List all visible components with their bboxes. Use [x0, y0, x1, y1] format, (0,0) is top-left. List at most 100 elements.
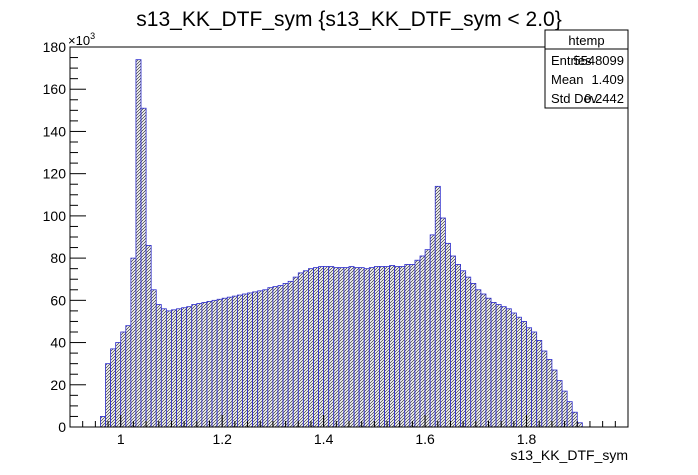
- histogram-bar: [100, 416, 106, 428]
- histogram-bar: [521, 321, 527, 428]
- stats-box: htemp Entries 5548099 Mean 1.409 Std Dev…: [544, 29, 629, 109]
- y-multiplier-base: ×10: [68, 33, 90, 48]
- histogram-bar: [576, 422, 583, 428]
- histogram-bar: [125, 325, 132, 428]
- histogram-bar: [368, 267, 375, 428]
- histogram-bar: [394, 266, 401, 428]
- histogram-bar: [516, 316, 522, 428]
- histogram-bar: [140, 107, 147, 428]
- x-tick-label: 1.2: [212, 431, 232, 447]
- histogram-bar: [130, 257, 137, 428]
- histogram-bar: [343, 267, 350, 428]
- histogram-bar: [231, 295, 238, 428]
- histogram-bar: [363, 268, 370, 428]
- histogram-bar: [500, 306, 507, 428]
- histogram-bar: [191, 304, 198, 428]
- histogram-bar: [551, 369, 558, 428]
- histogram-bar: [247, 292, 254, 428]
- histogram-bar: [155, 304, 162, 428]
- histogram-bar: [490, 302, 497, 428]
- histogram-bar: [313, 267, 319, 428]
- histogram-bar: [110, 348, 117, 428]
- y-tick-label: 60: [50, 292, 66, 308]
- histogram-bar: [571, 411, 578, 428]
- x-tick-label: 1.8: [517, 431, 537, 447]
- histogram-bar: [135, 59, 142, 428]
- histogram-bar: [201, 302, 208, 428]
- histogram-bar: [384, 266, 390, 428]
- x-tick-label: 1: [117, 431, 125, 447]
- histogram-bar: [536, 340, 543, 428]
- histogram-bar: [455, 264, 462, 428]
- histogram-bar: [338, 267, 345, 428]
- histogram-bar: [358, 267, 365, 428]
- histogram-bar: [252, 291, 259, 428]
- histogram-bar: [460, 270, 467, 428]
- histogram-bar: [556, 380, 563, 428]
- histogram-bars: [100, 59, 583, 428]
- y-tick-label: 20: [50, 377, 66, 393]
- histogram-bar: [297, 272, 304, 428]
- histogram-bar: [262, 289, 269, 428]
- histogram-bar: [434, 185, 441, 428]
- histogram-bar: [176, 308, 182, 428]
- stats-stddev-label: Std Dev: [551, 91, 598, 106]
- histogram-bar: [287, 280, 294, 428]
- y-tick-label: 180: [43, 39, 67, 55]
- chart-title: s13_KK_DTF_sym {s13_KK_DTF_sym < 2.0}: [136, 8, 561, 31]
- histogram-bar: [186, 306, 193, 428]
- histogram-bar: [318, 266, 325, 428]
- x-axis-label: s13_KK_DTF_sym: [511, 447, 628, 463]
- histogram-bar: [470, 283, 477, 428]
- histogram-bar: [272, 286, 279, 428]
- histogram-bar: [526, 327, 533, 428]
- stats-mean-value: 1.409: [591, 72, 624, 87]
- histogram-bar: [226, 296, 233, 428]
- x-axis: 1 1.2 1.4 1.6 1.8: [69, 415, 629, 447]
- histogram-bar: [373, 266, 380, 428]
- histogram-bar: [531, 331, 538, 428]
- histogram-bar: [216, 298, 223, 428]
- histogram-bar: [165, 310, 172, 428]
- histogram-bar: [328, 266, 335, 428]
- histogram-bar: [242, 293, 248, 428]
- histogram-bar: [404, 264, 411, 428]
- y-tick-label: 80: [50, 250, 66, 266]
- histogram-bar: [150, 289, 157, 428]
- histogram-bar: [348, 266, 355, 428]
- histogram-bar: [292, 276, 299, 428]
- x-tick-label: 1.4: [314, 431, 334, 447]
- histogram-bar: [480, 293, 487, 428]
- stats-stddev-value: 0.2442: [584, 91, 624, 106]
- histogram-bar: [450, 255, 456, 428]
- histogram-bar: [181, 307, 188, 428]
- histogram-bar: [353, 267, 360, 428]
- histogram-bar: [475, 289, 482, 428]
- histogram-bar: [257, 290, 264, 428]
- histogram-bar: [414, 259, 421, 428]
- histogram-bar: [379, 266, 385, 428]
- histogram-bar: [302, 270, 309, 428]
- histogram-bar: [485, 297, 492, 428]
- histogram-bar: [120, 331, 127, 428]
- histogram-bar: [115, 342, 122, 428]
- histogram-bar: [424, 249, 431, 428]
- histogram-bar: [105, 363, 111, 428]
- histogram-bar: [399, 266, 406, 428]
- y-multiplier-label: ×103: [68, 31, 95, 48]
- histogram-bar: [495, 304, 502, 428]
- histogram-bar: [145, 245, 152, 428]
- y-tick-label: 0: [58, 419, 66, 435]
- histogram-bar: [308, 268, 314, 428]
- histogram-bar: [541, 350, 548, 428]
- histogram-bar: [206, 300, 213, 428]
- x-tick-label: 1.6: [415, 431, 435, 447]
- y-tick-label: 100: [43, 208, 67, 224]
- stats-entries-label: Entries: [551, 53, 592, 68]
- histogram-bar: [566, 401, 573, 428]
- histogram-bar: [211, 299, 218, 428]
- histogram-bar: [429, 234, 436, 428]
- histogram-bar: [510, 312, 517, 428]
- histogram-bar: [323, 266, 330, 428]
